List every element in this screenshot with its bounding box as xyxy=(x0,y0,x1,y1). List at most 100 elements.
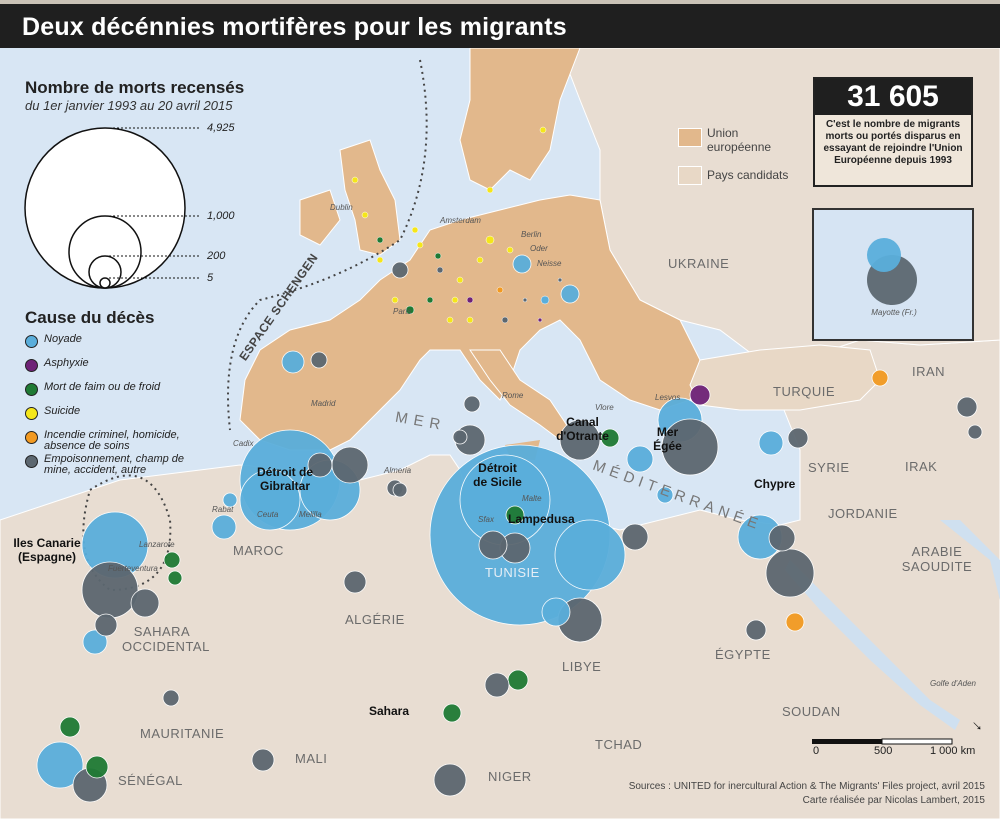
death-bubble xyxy=(745,619,767,641)
death-bubble xyxy=(689,384,711,406)
cause-label: Suicide xyxy=(44,405,81,417)
eu-label: Union européenne xyxy=(707,126,772,154)
red-sea xyxy=(785,560,960,730)
death-bubble xyxy=(626,445,654,473)
city-label: Lanzarote xyxy=(139,540,175,549)
death-bubble xyxy=(405,305,415,315)
country-label: ALGÉRIE xyxy=(345,612,405,627)
death-bubble xyxy=(162,689,180,707)
death-bubble xyxy=(758,430,784,456)
death-bubble xyxy=(656,486,674,504)
credit-line: Carte réalisée par Nicolas Lambert, 2015 xyxy=(802,795,985,806)
city-label: Sfax xyxy=(478,515,495,524)
death-bubble xyxy=(559,419,601,461)
death-bubble xyxy=(478,530,508,560)
land-scandinavia xyxy=(459,48,581,191)
death-bubble xyxy=(661,418,719,476)
sources-line: Sources : UNITED for inercultural Action… xyxy=(628,781,985,792)
cause-label: Mort de faim ou de froid xyxy=(44,381,161,393)
headline-number: 31 605 xyxy=(815,79,971,115)
land-ireland xyxy=(299,189,341,246)
death-bubble xyxy=(765,548,815,598)
death-bubble xyxy=(452,429,468,445)
region-label: Chypre xyxy=(754,477,796,491)
death-bubble xyxy=(361,211,369,219)
city-label: Rabat xyxy=(212,505,234,514)
headline-text: C'est le nombre de migrants morts ou por… xyxy=(823,119,963,166)
scale-bar xyxy=(812,738,953,745)
death-bubble xyxy=(507,669,529,691)
death-bubble xyxy=(540,295,550,305)
country-label: IRAK xyxy=(905,459,938,474)
size-legend-value: 1,000 xyxy=(207,210,235,222)
candidate-swatch xyxy=(678,166,702,185)
cause-label: Noyade xyxy=(44,333,82,345)
death-bubble xyxy=(512,254,532,274)
city-label: Golfe d'Aden xyxy=(930,679,977,688)
country-label: ÉGYPTE xyxy=(715,647,771,662)
death-bubble xyxy=(391,296,399,304)
death-bubble xyxy=(484,672,510,698)
size-legend-value: 5 xyxy=(207,272,214,284)
region-label: Canal d'Otrante xyxy=(556,415,609,443)
cause-swatch xyxy=(25,383,38,396)
size-legend-value: 4,925 xyxy=(207,122,235,134)
death-bubble xyxy=(391,261,409,279)
death-bubble xyxy=(376,256,384,264)
country-label: ARABIE SAOUDITE xyxy=(901,544,973,574)
cause-swatch xyxy=(25,359,38,372)
death-bubble xyxy=(426,296,434,304)
city-label: Almeria xyxy=(384,466,412,475)
death-bubble xyxy=(446,316,454,324)
country-label: TURQUIE xyxy=(773,384,835,399)
scale-label: 0 xyxy=(813,745,820,757)
death-bubble xyxy=(486,186,494,194)
death-bubble xyxy=(557,277,563,283)
city-label: Ceuta xyxy=(257,510,279,519)
death-bubble xyxy=(541,597,571,627)
death-bubble xyxy=(451,296,459,304)
inset-map xyxy=(867,238,917,305)
scale-label: 500 xyxy=(874,745,893,757)
death-bubble xyxy=(476,256,484,264)
death-bubble xyxy=(307,452,333,478)
country-label: MAROC xyxy=(233,543,284,558)
city-label: Oder xyxy=(530,244,548,253)
cause-swatch xyxy=(25,335,38,348)
death-bubble xyxy=(554,519,626,591)
city-label: Malte xyxy=(522,494,542,503)
death-bubble xyxy=(434,252,442,260)
death-bubble xyxy=(560,284,580,304)
candidate-label: Pays candidats xyxy=(707,168,789,182)
city-label: Vlore xyxy=(595,403,614,412)
death-bubble xyxy=(376,236,384,244)
death-bubble xyxy=(537,317,543,323)
death-bubble xyxy=(456,276,464,284)
city-label: Berlin xyxy=(521,230,542,239)
region-label: Détroit de Sicile xyxy=(473,461,522,489)
country-label: IRAN xyxy=(912,364,946,379)
page-title: Deux décénnies mortifères pour les migra… xyxy=(22,13,567,41)
death-bubble xyxy=(82,629,108,655)
region-label: Iles Canarie (Espagne) xyxy=(13,536,81,564)
death-bubble xyxy=(522,297,528,303)
land-uk xyxy=(339,139,401,256)
country-label: MALI xyxy=(295,751,328,766)
region-label: Lampedusa xyxy=(508,512,575,526)
death-bubble xyxy=(331,446,369,484)
region-label: Mer Égée xyxy=(653,425,682,453)
country-label: MAURITANIE xyxy=(140,726,225,741)
death-bubble xyxy=(466,296,474,304)
headline-box: 31 605 C'est le nombre de migrants morts… xyxy=(813,77,973,187)
death-bubble xyxy=(310,351,328,369)
death-bubble xyxy=(466,316,474,324)
city-label: Melilla xyxy=(299,510,322,519)
country-label: SAHARA OCCIDENTAL xyxy=(122,624,210,654)
death-bubble xyxy=(496,286,504,294)
city-label: Cadix xyxy=(233,439,254,448)
city-label: Neisse xyxy=(537,259,562,268)
death-bubble xyxy=(785,612,805,632)
size-legend-subtitle: du 1er janvier 1993 au 20 avril 2015 xyxy=(25,98,233,113)
cause-label: Empoisonnement, champ de mine, accident,… xyxy=(44,453,185,476)
death-bubble xyxy=(871,369,889,387)
